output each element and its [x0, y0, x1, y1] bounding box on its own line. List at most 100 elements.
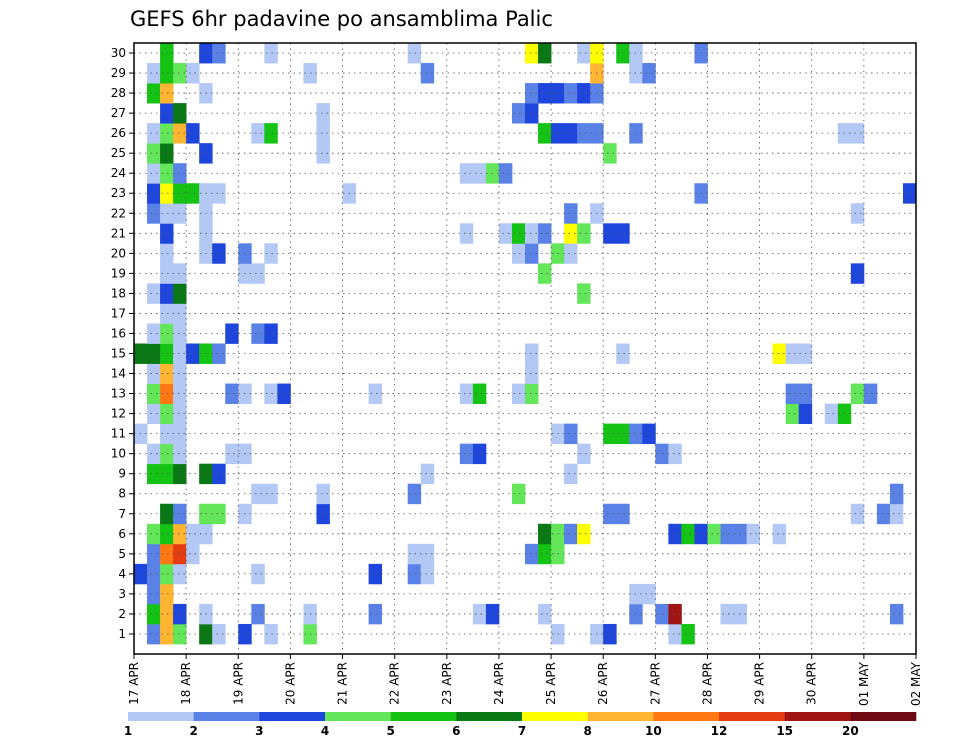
heatmap-cell-m12-t1 [147, 403, 161, 425]
heatmap-cell-m4-t1 [147, 563, 161, 585]
heatmap-cell-m25-t14 [316, 143, 330, 164]
heatmap-cell-m7-t57 [876, 503, 891, 525]
heatmap-cell-m21-t33 [564, 223, 578, 244]
plot-frame [133, 42, 917, 655]
heatmap-cell-m28-t31 [538, 83, 552, 104]
heatmap-cell-m30-t31 [538, 43, 552, 64]
heatmap-cell-m2-t58 [889, 603, 904, 625]
y-tick-label: 4 [118, 567, 126, 581]
heatmap-cell-m6-t1 [147, 523, 161, 545]
heatmap-cell-m21-t29 [511, 223, 526, 244]
heatmap-cell-m10-t3 [173, 443, 187, 465]
heatmap-cell-m13-t25 [459, 383, 474, 404]
y-tick-label: 9 [118, 467, 126, 481]
heatmap-cell-m28-t1 [147, 83, 161, 104]
heatmap-cell-m12-t2 [160, 403, 174, 425]
heatmap-cell-m21-t36 [603, 223, 617, 244]
heatmap-cell-m6-t49 [772, 523, 787, 545]
heatmap-cell-m26-t10 [264, 123, 278, 144]
heatmap-cell-m6-t3 [173, 523, 187, 545]
heatmap-cell-m21-t2 [160, 223, 174, 244]
heatmap-cell-m6-t45 [720, 523, 734, 545]
heatmap-cell-m26-t4 [186, 123, 200, 144]
heatmap-cell-m13-t2 [160, 383, 174, 404]
chart-title: GEFS 6hr padavine po ansamblima Palic [130, 7, 553, 31]
heatmap-cell-m24-t2 [160, 163, 174, 184]
legend-label: 15 [776, 724, 793, 738]
heatmap-cell-m10-t7 [225, 443, 239, 465]
heatmap-cell-m1-t36 [603, 623, 617, 645]
heatmap-cell-m30-t2 [160, 43, 174, 64]
heatmap-cell-m15-t6 [212, 343, 226, 364]
heatmap-cell-m5-t30 [525, 543, 539, 565]
heatmap-cell-m24-t3 [173, 163, 187, 184]
heatmap-cell-m23-t2 [160, 183, 174, 204]
heatmap-cell-m20-t2 [160, 243, 174, 264]
y-tick-label: 19 [111, 266, 126, 280]
heatmap-cell-m13-t10 [264, 383, 278, 404]
legend-label: 2 [189, 724, 197, 738]
heatmap-cell-m16-t10 [264, 323, 278, 344]
legend-swatch-5 [390, 712, 457, 721]
heatmap-cell-m5-t3 [173, 543, 187, 565]
heatmap-cell-m30-t37 [616, 43, 630, 64]
x-tick-label: 22 APR [388, 662, 402, 705]
legend-label: 8 [583, 724, 591, 738]
heatmap-cell-m25-t1 [147, 143, 161, 164]
heatmap-cell-m21-t28 [498, 223, 513, 244]
heatmap-cell-m5-t22 [420, 543, 435, 565]
heatmap-cell-m18-t34 [577, 283, 591, 304]
heatmap-cell-m13-t7 [225, 383, 239, 404]
x-tick-label: 18 APR [179, 662, 193, 705]
heatmap-cell-m20-t30 [525, 243, 539, 264]
y-tick-label: 12 [111, 407, 126, 421]
heatmap-cell-m4-t18 [368, 563, 383, 585]
heatmap-cell-m23-t3 [173, 183, 187, 204]
heatmap-cell-m14-t3 [173, 363, 187, 384]
heatmap-cell-m15-t50 [785, 343, 800, 364]
heatmap-cell-m11-t39 [642, 423, 656, 445]
heatmap-cell-m27-t29 [511, 103, 526, 124]
x-tick-label: 19 APR [231, 662, 245, 705]
heatmap-cell-m13-t30 [525, 383, 539, 404]
heatmap-cell-m6-t31 [538, 523, 552, 545]
heatmap-cell-m10-t25 [459, 443, 474, 465]
heatmap-cell-m24-t28 [498, 163, 513, 184]
heatmap-cell-m16-t1 [147, 323, 161, 344]
y-tick-label: 27 [111, 106, 126, 120]
grid-lines [134, 43, 916, 654]
heatmap-cell-m26-t33 [564, 123, 578, 144]
heatmap-cell-m13-t26 [472, 383, 487, 404]
legend-swatch-9 [653, 712, 720, 721]
legend-label: 4 [321, 724, 329, 738]
heatmap-cell-m8-t29 [511, 483, 526, 505]
heatmap-cell-m6-t4 [186, 523, 200, 545]
heatmap-cell-m13-t55 [850, 383, 865, 404]
heatmap-cell-m1-t3 [173, 623, 187, 645]
heatmap-cell-m1-t41 [668, 623, 682, 645]
x-tick-label: 29 APR [753, 662, 767, 705]
heatmap-cell-m2-t3 [173, 603, 187, 625]
y-tick-label: 14 [111, 367, 126, 381]
heatmap-cell-m9-t6 [212, 463, 226, 485]
heatmap-cell-m29-t4 [186, 63, 200, 84]
x-tick-label: 20 APR [283, 662, 297, 705]
x-tick-label: 01 MAY [857, 661, 871, 706]
heatmap-cell-m21-t31 [538, 223, 552, 244]
heatmap-cell-m30-t10 [264, 43, 278, 64]
y-tick-label: 24 [111, 166, 126, 180]
heatmap-cell-m28-t2 [160, 83, 174, 104]
heatmap-cell-m25-t36 [603, 143, 617, 164]
heatmap-cell-m10-t1 [147, 443, 161, 465]
heatmap-cell-m30-t6 [212, 43, 226, 64]
heatmap-cell-m19-t2 [160, 263, 174, 284]
heatmap-cell-m25-t2 [160, 143, 174, 164]
y-tick-label: 23 [111, 186, 126, 200]
heatmap-cell-m27-t30 [525, 103, 539, 124]
heatmap-cell-m11-t36 [603, 423, 617, 445]
heatmap-cell-m30-t30 [525, 43, 539, 64]
x-tick-label: 21 APR [336, 662, 350, 705]
legend-swatch-11 [784, 712, 851, 721]
legend-swatch-12 [850, 712, 917, 721]
